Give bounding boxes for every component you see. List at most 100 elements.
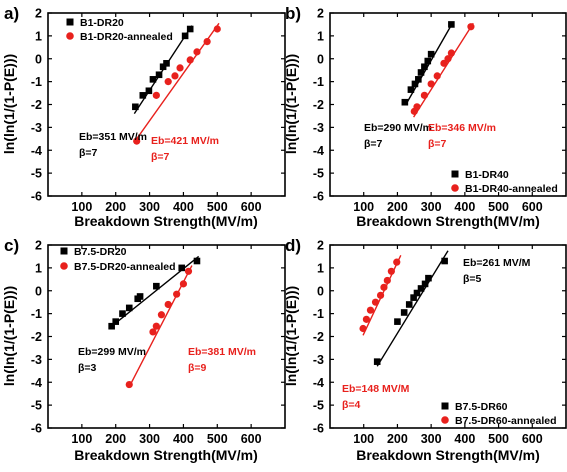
annotation-beta: β=4 [342, 399, 361, 411]
x-tick-label: 400 [454, 200, 475, 214]
y-tick-label: 1 [317, 261, 324, 275]
data-point-square [417, 285, 425, 292]
x-tick-label: 500 [488, 432, 509, 446]
data-point-square [394, 318, 401, 325]
data-point-circle [366, 306, 375, 314]
legend-entry: B7.5-DR60 [441, 401, 508, 413]
series-annealed [359, 254, 402, 336]
x-tick-label: 500 [207, 432, 228, 446]
legend-entry: B7.5-DR20 [60, 246, 127, 258]
data-point-square [186, 25, 194, 33]
y-tick-label: 2 [35, 7, 42, 21]
panel-label: d) [285, 236, 301, 255]
data-point-circle [362, 315, 371, 323]
annotation-beta: β=7 [428, 138, 447, 150]
y-axis-label: ln(ln(1/(1-P(E))) [283, 54, 299, 154]
y-tick-label: -3 [313, 353, 324, 367]
x-tick-label: 600 [522, 432, 543, 446]
fit-line [376, 250, 449, 367]
x-tick-label: 200 [387, 432, 408, 446]
data-point-square [413, 289, 421, 297]
y-tick-label: -1 [313, 75, 324, 89]
legend-marker-circle [451, 184, 459, 192]
legend-marker-square [66, 18, 74, 26]
y-tick-label: -1 [313, 307, 324, 321]
data-point-circle [447, 49, 455, 57]
legend-marker-square [60, 247, 68, 255]
data-point-square [415, 76, 422, 83]
data-point-square [400, 309, 408, 316]
x-tick-label: 600 [241, 432, 262, 446]
y-tick-label: -5 [31, 399, 42, 413]
data-point-circle [420, 91, 428, 99]
y-tick-label: -2 [313, 98, 324, 112]
data-point-square [125, 304, 133, 312]
chart-panel-d: 100 200 300 400 500 600 -6 -5 -4 -3 -2 -1 0 1 2 Breakdo… [283, 236, 567, 463]
annotation-eb: Eb=290 MV/m [364, 122, 432, 134]
data-point-square [407, 86, 415, 93]
data-point-circle [380, 283, 388, 291]
data-point-square [119, 310, 126, 317]
legend-label: B1-DR20-annealed [80, 31, 173, 43]
data-point-circle [371, 298, 380, 306]
data-point-circle [176, 64, 184, 72]
y-tick-label: 1 [35, 29, 42, 43]
x-tick-label: 300 [139, 432, 160, 446]
annotation-eb: Eb=346 MV/m [428, 122, 496, 134]
x-tick-label: 200 [387, 200, 408, 214]
y-axis-label: ln(ln(1/(1-P(E))) [283, 286, 299, 386]
data-point-circle [186, 56, 194, 64]
x-tick-label: 100 [353, 432, 374, 446]
y-tick-label: 2 [317, 7, 324, 21]
data-point-circle [171, 72, 179, 80]
y-tick-label: -1 [31, 307, 42, 321]
y-tick-label: -4 [313, 144, 324, 158]
data-point-circle [203, 37, 211, 46]
legend-label: B7.5-DR20-annealed [74, 261, 176, 273]
x-axis-label: Breakdown Strength(MV/m) [356, 447, 540, 463]
series-as-prepared [401, 21, 455, 106]
data-point-square [149, 76, 157, 83]
data-point-square [155, 71, 163, 79]
data-point-circle [179, 280, 188, 288]
y-tick-label: -6 [313, 422, 324, 436]
chart-panel-c: 100 200 300 400 500 600 -6 -5 -4 -3 -2 -1 0 1 2 Breakdo… [1, 236, 286, 463]
chart-panel-b: 100 200 300 400 500 600 -6 -5 -4 -3 -2 -1 0 1 2 Breakdo… [283, 4, 567, 229]
data-point-circle [184, 267, 193, 275]
annotation-eb: Eb=299 MV/m [78, 346, 146, 358]
y-tick-label: -2 [313, 330, 324, 344]
annotation-eb: Eb=381 MV/m [188, 346, 256, 358]
data-point-square [421, 280, 429, 288]
x-tick-label: 200 [105, 200, 126, 214]
data-point-square [112, 318, 120, 325]
legend-marker-square [441, 402, 449, 410]
data-point-square [139, 92, 147, 99]
series-annealed [125, 265, 193, 389]
y-tick-label: 1 [317, 29, 324, 43]
fit-line [413, 22, 474, 118]
legend-label: B7.5-DR60-annealed [455, 415, 557, 427]
legend-marker-square [451, 170, 459, 178]
x-tick-label: 400 [173, 200, 194, 214]
data-point-circle [213, 25, 221, 33]
x-tick-label: 300 [421, 432, 442, 446]
annotation-beta: β=7 [364, 138, 383, 150]
legend-label: B1-DR20 [80, 17, 124, 29]
data-point-circle [387, 267, 395, 275]
data-point-circle [359, 324, 367, 333]
data-point-circle [149, 328, 157, 336]
plot-frame [329, 12, 567, 197]
legend-label: B1-DR40-annealed [465, 183, 558, 195]
y-tick-label: -6 [31, 422, 42, 436]
x-axis-label: Breakdown Strength(MV/m) [356, 213, 540, 229]
y-tick-label: 0 [35, 284, 42, 298]
y-tick-label: -2 [31, 98, 42, 112]
x-tick-label: 300 [421, 200, 442, 214]
y-tick-label: 2 [317, 239, 324, 253]
data-point-square [405, 301, 413, 308]
legend-label: B7.5-DR60 [455, 401, 508, 413]
y-tick-label: -2 [31, 330, 42, 344]
data-point-circle [393, 258, 401, 266]
data-point-square [193, 257, 201, 265]
data-point-square [410, 294, 417, 301]
